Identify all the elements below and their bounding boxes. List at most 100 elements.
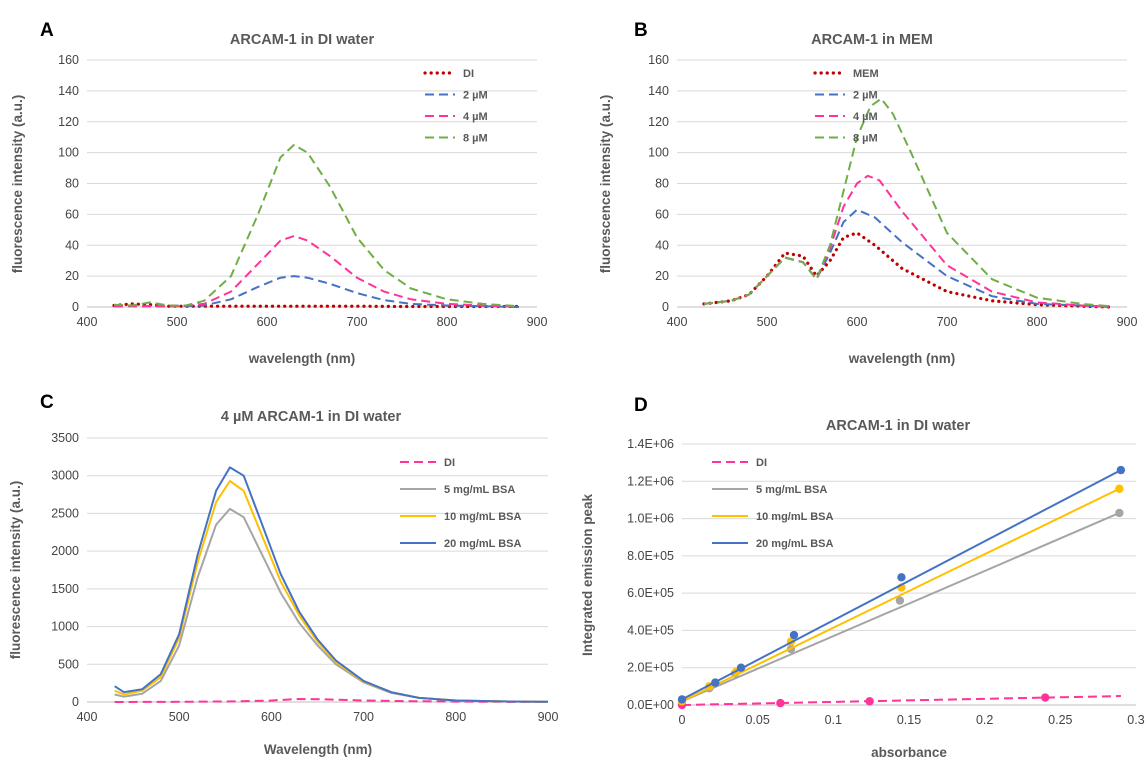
legend-label: 8 µM (463, 133, 488, 145)
legend-label: 5 mg/mL BSA (444, 484, 515, 496)
data-point-20-mg-ml-bsa (897, 573, 906, 582)
y-tick-label: 3500 (51, 431, 79, 445)
x-tick-label: 0.05 (745, 713, 769, 727)
data-point-5-mg-ml-bsa (895, 596, 905, 605)
y-tick-label: 2.0E+05 (627, 661, 674, 675)
x-tick-label: 600 (847, 315, 868, 329)
x-tick-label: 700 (937, 315, 958, 329)
fit-line-5-mg-ml-bsa (681, 512, 1120, 703)
y-tick-label: 60 (65, 207, 79, 221)
series-line-8-m (703, 97, 1110, 308)
y-axis-label: fluorescence intensity (a.u.) (8, 481, 23, 660)
series-line-mem (702, 231, 1111, 309)
chart-title: 4 µM ARCAM-1 in DI water (221, 409, 402, 425)
legend-label: 2 µM (853, 90, 878, 102)
data-point-20-mg-ml-bsa (711, 678, 720, 687)
y-tick-label: 2500 (51, 506, 79, 520)
y-tick-label: 0 (662, 300, 669, 314)
legend-label: 5 mg/mL BSA (756, 484, 827, 496)
y-tick-label: 1.0E+06 (627, 512, 674, 526)
x-tick-label: 0.2 (976, 713, 993, 727)
legend-label: 10 mg/mL BSA (444, 511, 521, 523)
panel-letter: A (40, 20, 54, 41)
data-point-20-mg-ml-bsa (789, 630, 799, 640)
x-tick-label: 400 (77, 315, 98, 329)
x-tick-label: 500 (757, 315, 778, 329)
data-point-di (776, 698, 785, 708)
y-tick-label: 0 (72, 695, 79, 709)
x-tick-label: 900 (527, 315, 548, 329)
y-tick-label: 1000 (51, 620, 79, 634)
y-tick-label: 1500 (51, 582, 79, 596)
panel-b: B ARCAM-1 in MEM 0 20 40 60 80 100 120 140 160 400 5… (598, 20, 1137, 366)
series-line-4-m (703, 174, 1110, 308)
series-line-2-m (114, 275, 520, 308)
legend-label: 8 µM (853, 133, 878, 145)
y-tick-label: 1.4E+06 (627, 437, 674, 451)
y-tick-label: 40 (65, 238, 79, 252)
legend-label: DI (463, 68, 474, 80)
chart-title: ARCAM-1 in DI water (230, 32, 375, 48)
x-tick-label: 0.25 (1048, 713, 1072, 727)
series-line-20-mg-ml-bsa (114, 466, 549, 703)
y-tick-label: 0 (72, 300, 79, 314)
series-line-2-m (703, 208, 1110, 308)
x-tick-label: 0.1 (825, 713, 842, 727)
panel-a: A ARCAM-1 in DI water 0 20 40 60 80 100 120 140 16… (10, 20, 547, 366)
fit-line-di (681, 695, 1121, 706)
y-tick-label: 140 (648, 84, 669, 98)
y-tick-label: 120 (648, 115, 669, 129)
x-axis-label: Wavelength (nm) (264, 742, 372, 757)
y-tick-label: 100 (648, 146, 669, 160)
y-tick-label: 4.0E+05 (627, 623, 674, 637)
y-tick-label: 20 (655, 269, 669, 283)
legend-label: 20 mg/mL BSA (756, 538, 833, 550)
x-tick-label: 0.15 (897, 713, 921, 727)
y-tick-label: 60 (655, 207, 669, 221)
series-line-di (112, 302, 521, 309)
data-point-20-mg-ml-bsa (1116, 465, 1126, 475)
y-tick-label: 8.0E+05 (627, 549, 674, 563)
x-axis-label: absorbance (871, 745, 947, 760)
legend-label: MEM (853, 68, 879, 80)
legend-label: 20 mg/mL BSA (444, 538, 521, 550)
y-tick-label: 3000 (51, 469, 79, 483)
panel-d: D ARCAM-1 in DI water 0.0E+00 2.0E+05 4.0E+0… (580, 395, 1145, 760)
data-point-5-mg-ml-bsa (1115, 508, 1124, 518)
x-axis-label: wavelength (nm) (848, 351, 956, 366)
y-tick-label: 0.0E+00 (627, 698, 674, 712)
x-tick-label: 800 (445, 710, 466, 724)
fit-line-10-mg-ml-bsa (681, 487, 1120, 703)
y-axis-label: fluorescence intensity (a.u.) (10, 95, 25, 274)
x-tick-label: 700 (353, 710, 374, 724)
x-tick-label: 600 (261, 710, 282, 724)
x-tick-label: 500 (167, 315, 188, 329)
x-tick-label: 800 (1027, 315, 1048, 329)
x-tick-label: 900 (1117, 315, 1138, 329)
series-line-8-m (113, 143, 520, 308)
data-point-20-mg-ml-bsa (677, 695, 687, 704)
y-tick-label: 140 (58, 84, 79, 98)
y-axis-label: Integrated emission peak (580, 493, 595, 656)
y-axis-label: fluorescence intensity (a.u.) (598, 95, 613, 274)
x-tick-label: 700 (347, 315, 368, 329)
panel-letter: D (634, 395, 648, 416)
y-tick-label: 20 (65, 269, 79, 283)
data-point-20-mg-ml-bsa (736, 663, 746, 672)
panel-letter: B (634, 20, 648, 41)
data-point-10-mg-ml-bsa (1115, 484, 1124, 493)
y-tick-label: 160 (58, 53, 79, 67)
x-tick-label: 400 (667, 315, 688, 329)
legend-label: DI (756, 457, 767, 469)
y-tick-label: 6.0E+05 (627, 586, 674, 600)
x-tick-label: 0.3 (1127, 713, 1144, 727)
y-tick-label: 160 (648, 53, 669, 67)
x-axis-label: wavelength (nm) (248, 351, 356, 366)
y-tick-label: 100 (58, 146, 79, 160)
chart-title: ARCAM-1 in MEM (811, 32, 933, 48)
x-tick-label: 500 (169, 710, 190, 724)
legend-label: 2 µM (463, 90, 488, 102)
x-tick-label: 800 (437, 315, 458, 329)
series-line-4-m (114, 235, 520, 308)
